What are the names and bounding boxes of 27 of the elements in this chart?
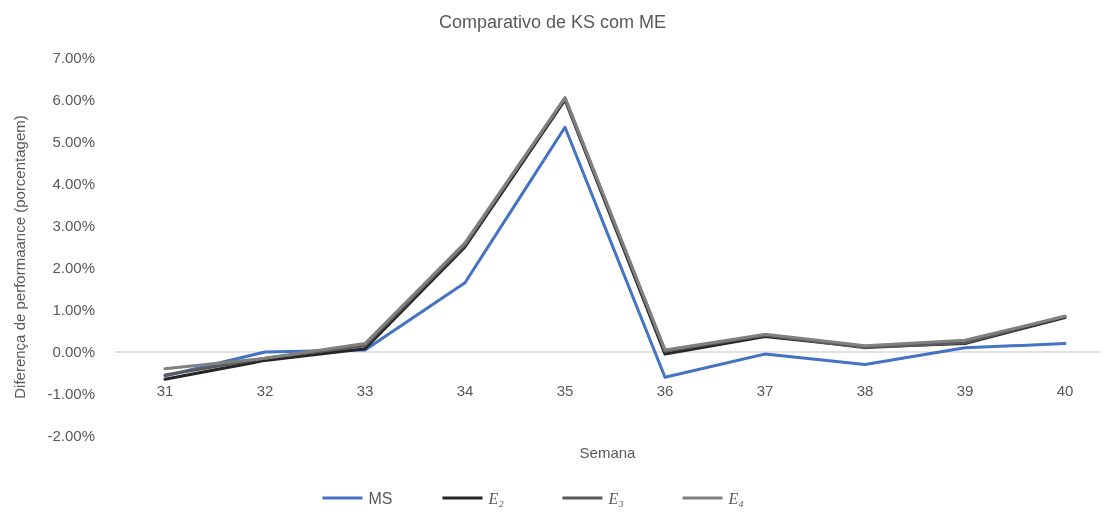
x-tick-label: 36 [656,382,674,399]
y-tick-label: 7.00% [52,49,95,67]
chart-title: Comparativo de KS com ME [438,12,667,32]
y-tick-label: 4.00% [52,175,95,193]
x-tick-label: 38 [856,382,874,399]
x-tick-label: 37 [756,382,774,399]
legend-label: E₃ [607,489,624,507]
y-tick-label: -1.00% [47,385,95,403]
x-tick-label: 31 [156,382,174,399]
y-tick-label: 2.00% [52,259,95,277]
x-tick-label: 39 [956,382,974,399]
legend-label: MS [368,489,393,507]
legend-label: E₂ [487,489,505,507]
x-tick-label: 40 [1056,382,1074,399]
x-tick-label: 34 [456,382,474,399]
legend-label: E₄ [727,489,744,507]
x-tick-label: 35 [556,382,574,399]
y-tick-label: -2.00% [47,427,95,445]
y-tick-label: 0.00% [52,343,95,361]
x-tick-label: 33 [356,382,374,399]
x-axis-title: Semana [579,444,637,461]
y-axis-title: Diferença de performaance (porcentagem) [11,115,28,399]
y-tick-label: 5.00% [52,133,95,151]
y-tick-label: 1.00% [52,301,95,319]
x-tick-label: 32 [256,382,274,399]
y-tick-label: 3.00% [52,217,95,235]
y-tick-label: 6.00% [52,91,95,109]
